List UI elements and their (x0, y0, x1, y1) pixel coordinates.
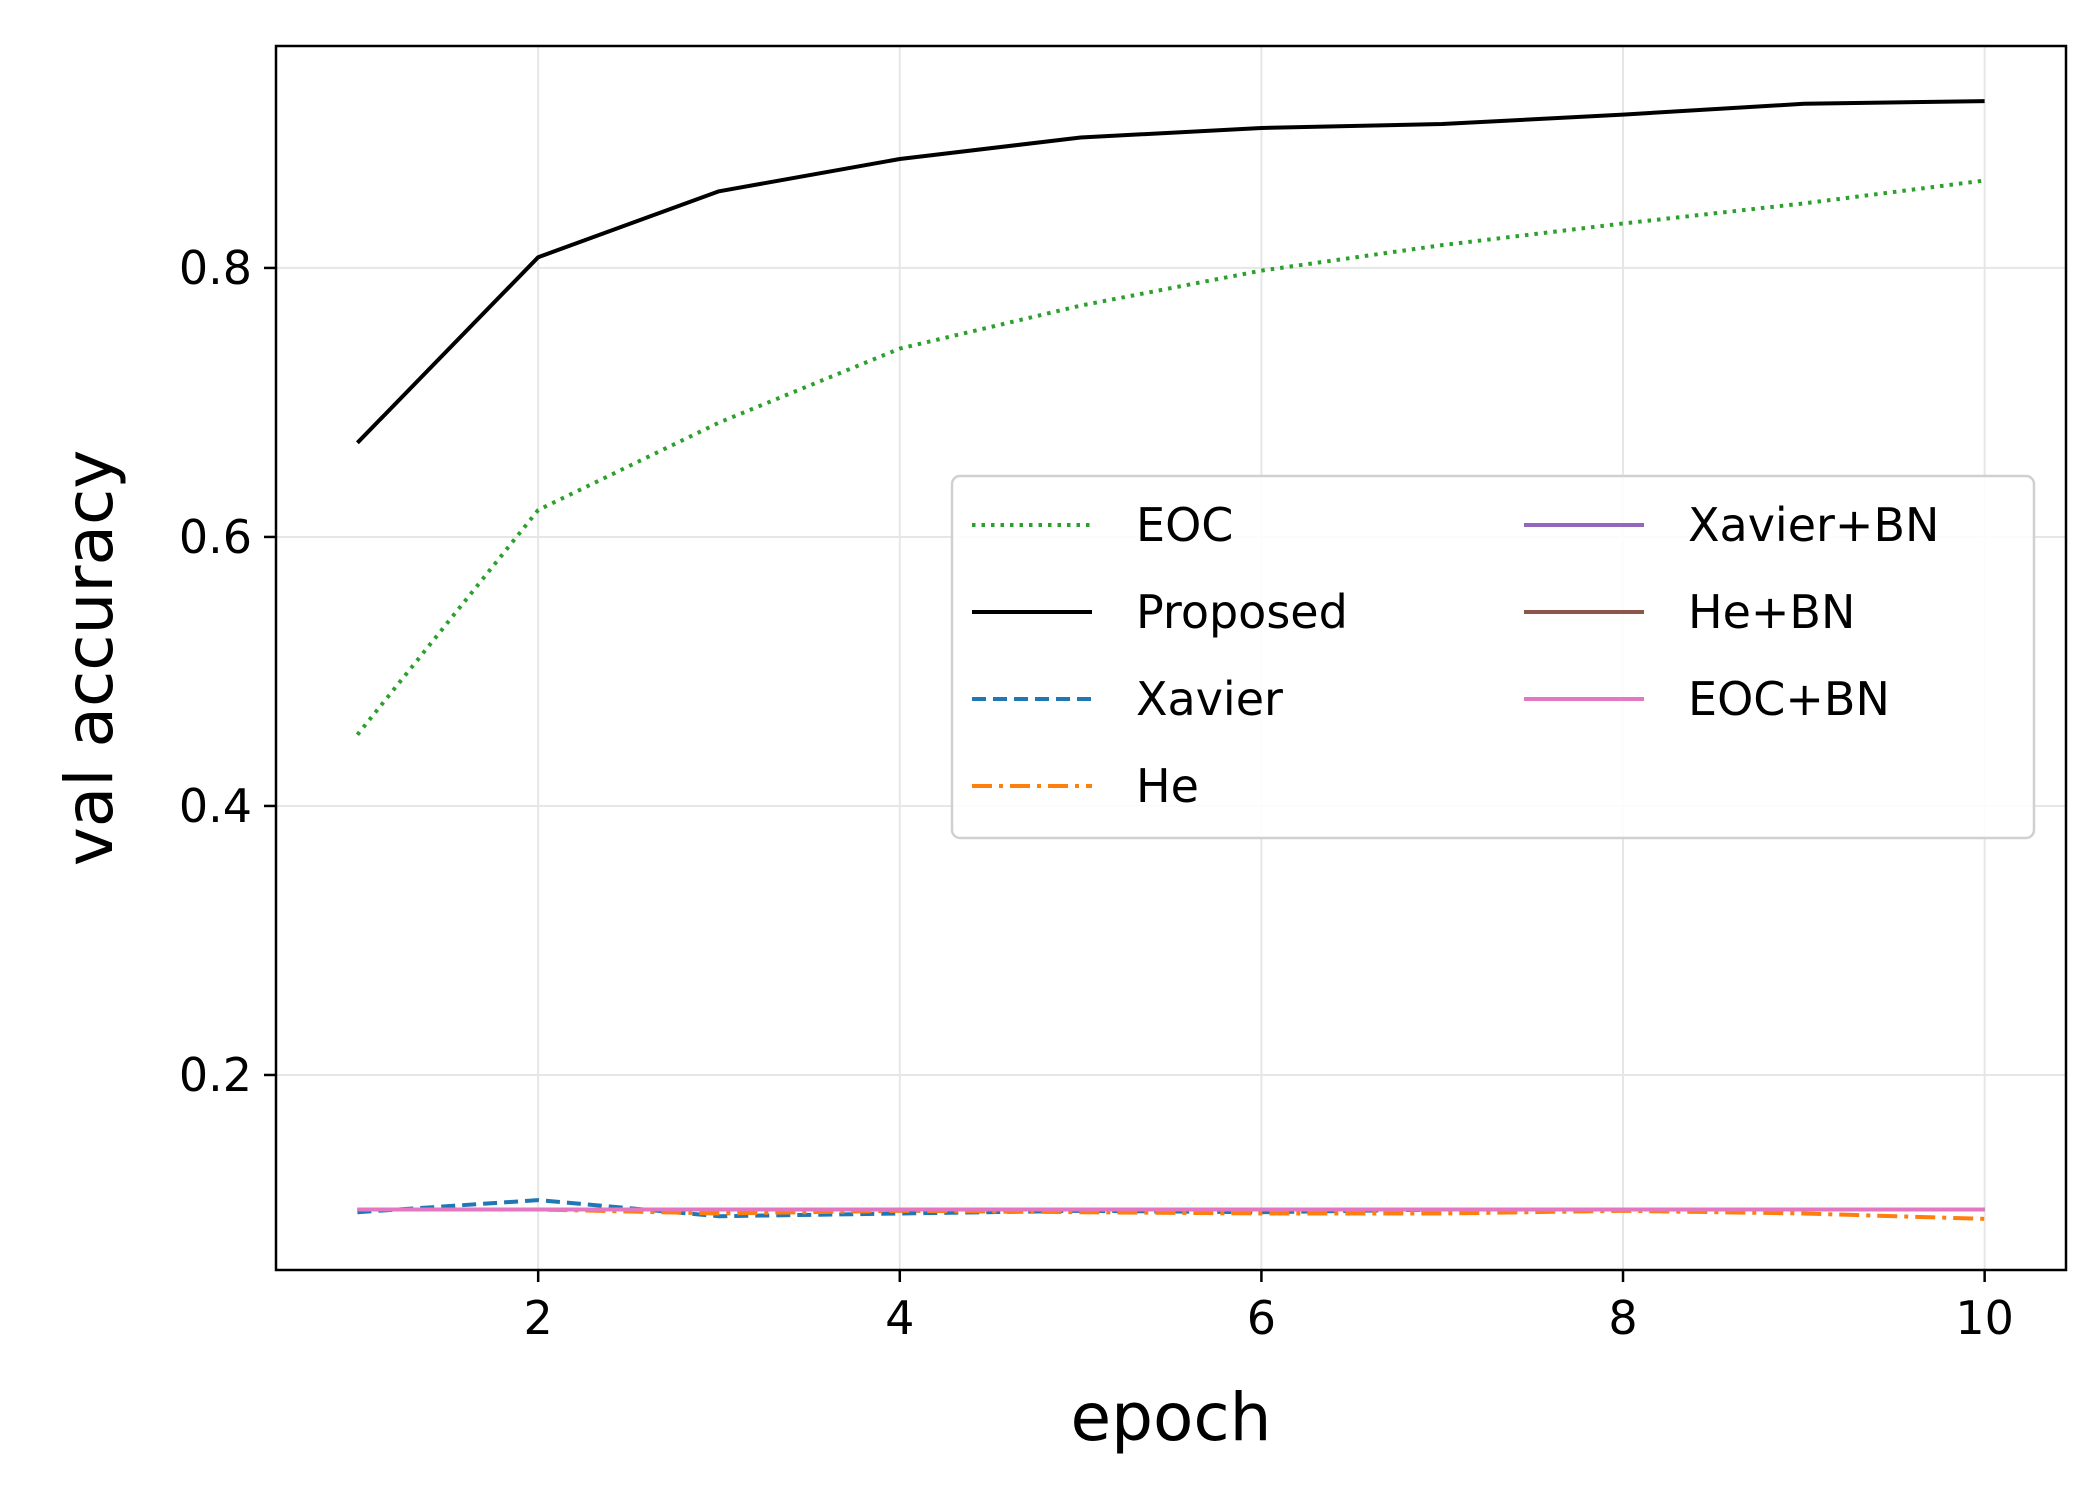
y-tick-label: 0.2 (179, 1048, 252, 1102)
ticks: 2 4 6 8 10 0.2 0.4 0.6 0.8 (179, 241, 2014, 1345)
legend-label: Proposed (1136, 585, 1348, 639)
legend: EOC Proposed Xavier He Xavier+BN He+BN EOC+BN (950, 474, 2036, 840)
legend-label: He+BN (1688, 585, 1855, 639)
legend-label: Xavier+BN (1688, 498, 1939, 552)
legend-label: EOC+BN (1688, 672, 1890, 726)
legend-label: Xavier (1136, 672, 1283, 726)
legend-box (950, 474, 2036, 840)
x-tick-label: 8 (1608, 1291, 1637, 1345)
x-axis-title: epoch (1071, 1379, 1272, 1456)
plot-frame (274, 44, 2068, 1272)
legend-label: EOC (1136, 498, 1233, 552)
x-tick-label: 6 (1247, 1291, 1276, 1345)
y-axis-title: val accuracy (51, 450, 128, 867)
series-line-eoc (355, 178, 1985, 736)
x-tick-label: 2 (524, 1291, 553, 1345)
series-layer (355, 99, 1985, 1221)
x-tick-label: 10 (1955, 1291, 2014, 1345)
y-tick-label: 0.4 (179, 779, 252, 833)
series-line-proposed (355, 99, 1985, 445)
y-tick-label: 0.8 (179, 241, 252, 295)
legend-label: He (1136, 759, 1199, 813)
y-tick-label: 0.6 (179, 510, 252, 564)
x-tick-label: 4 (885, 1291, 914, 1345)
